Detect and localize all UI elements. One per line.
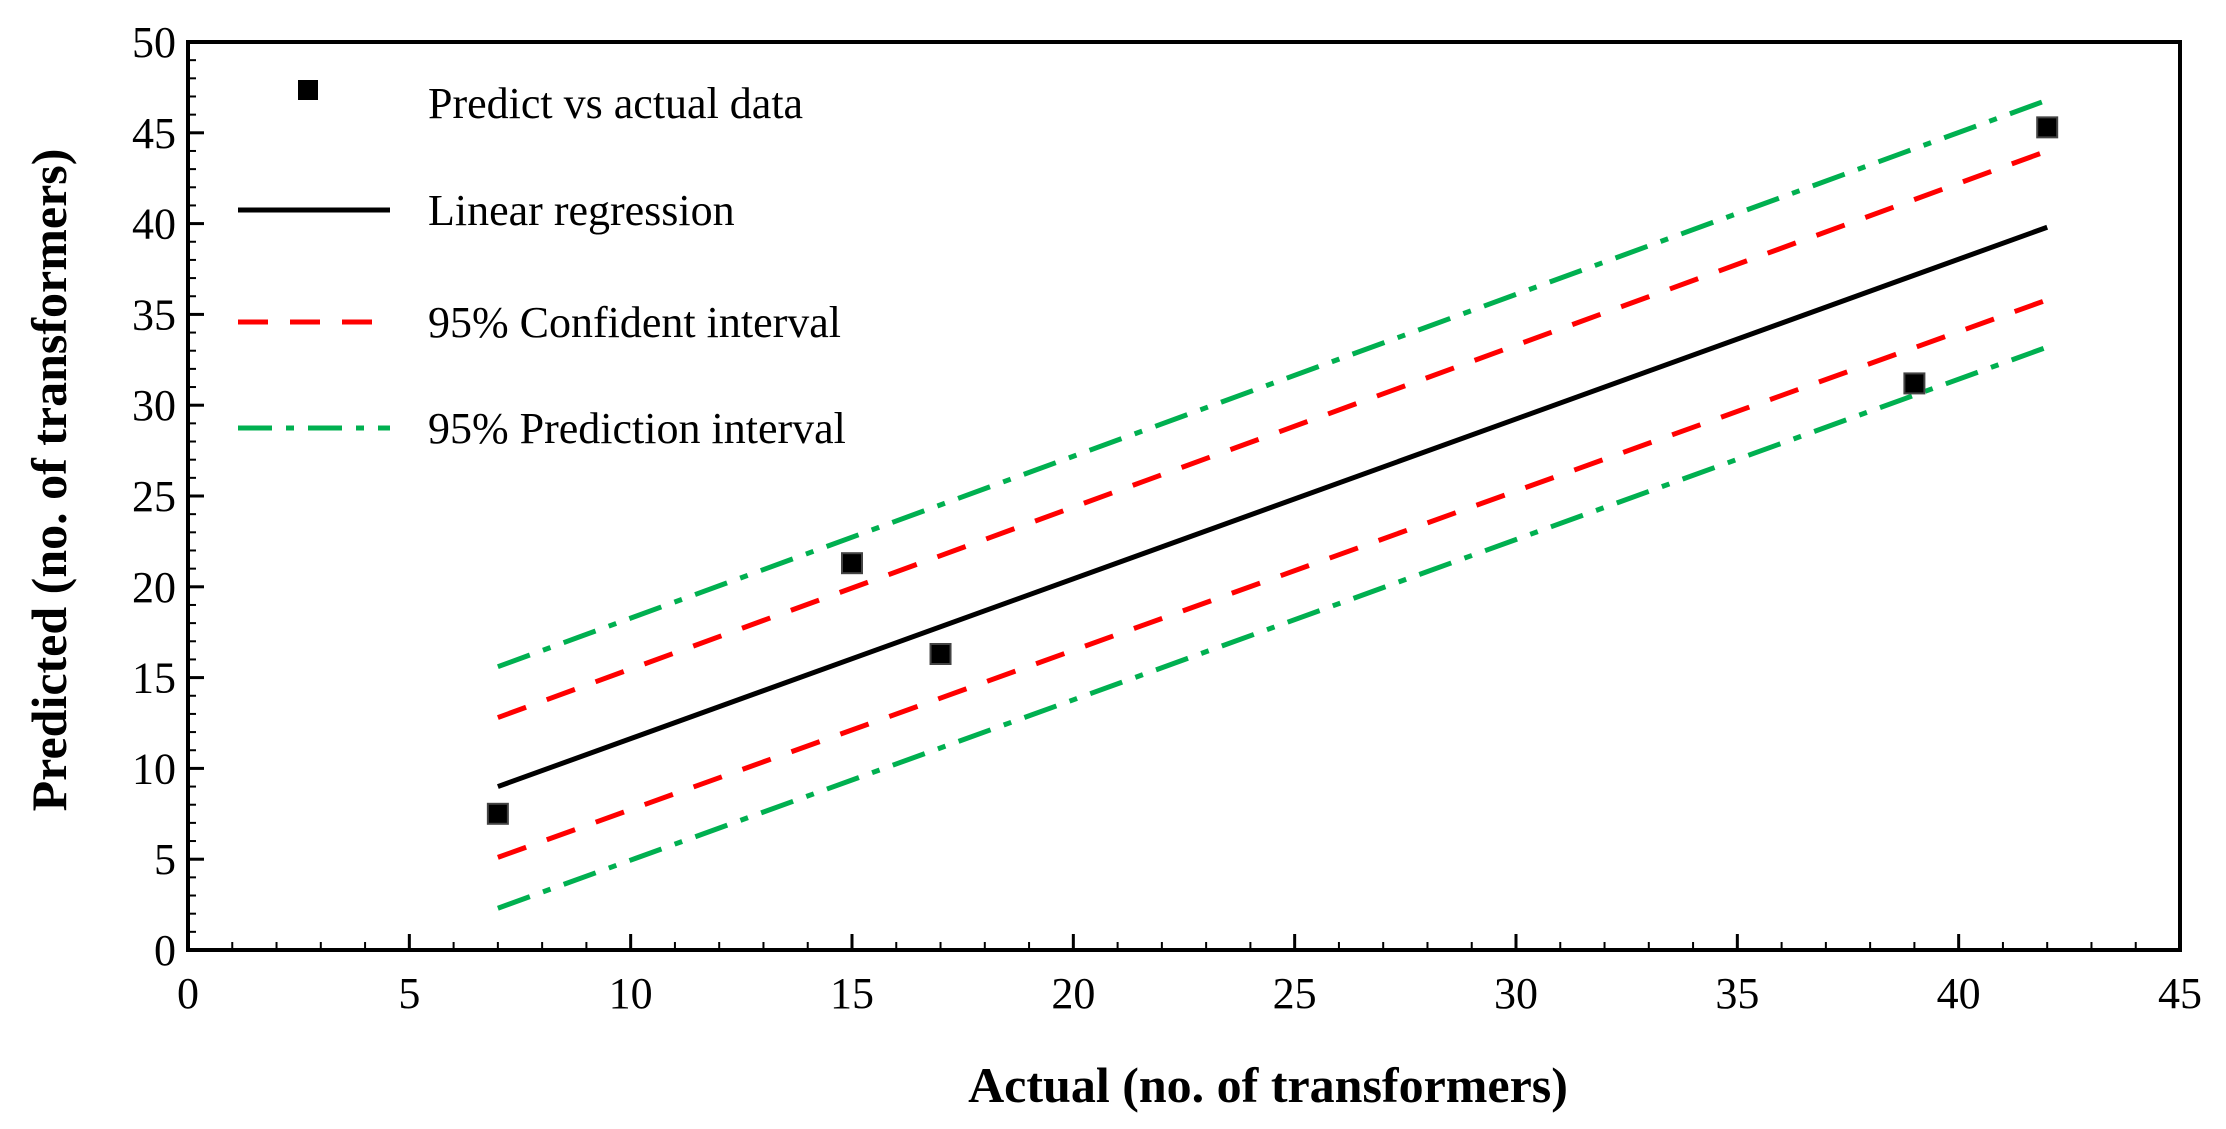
y-axis-title: Predicted (no. of transformers)	[21, 149, 77, 812]
y-tick-label: 25	[132, 472, 176, 521]
x-tick-label: 20	[1051, 969, 1095, 1018]
x-tick-label: 35	[1715, 969, 1759, 1018]
y-tick-label: 35	[132, 290, 176, 339]
confidence-interval-upper	[497, 148, 2049, 720]
y-tick-label: 10	[132, 744, 176, 793]
legend-label-3: 95% Prediction interval	[428, 404, 846, 453]
prediction-interval-upper	[497, 97, 2049, 670]
y-tick-label: 5	[154, 835, 176, 884]
y-tick-label: 0	[154, 926, 176, 975]
x-axis-title: Actual (no. of transformers)	[968, 1057, 1568, 1113]
prediction-interval-lower	[497, 344, 2049, 911]
y-tick-label: 30	[132, 381, 176, 430]
confidence-interval-lower	[497, 297, 2049, 860]
legend-label-1: Linear regression	[428, 186, 735, 235]
x-tick-label: 5	[398, 969, 420, 1018]
x-tick-label: 15	[830, 969, 874, 1018]
x-tick-label: 45	[2158, 969, 2202, 1018]
x-tick-label: 10	[609, 969, 653, 1018]
y-tick-label: 15	[132, 654, 176, 703]
data-point	[2036, 116, 2059, 139]
data-point	[486, 802, 509, 825]
x-tick-label: 30	[1494, 969, 1538, 1018]
legend-label-2: 95% Confident interval	[428, 298, 841, 347]
y-tick-label: 20	[132, 563, 176, 612]
x-tick-label: 40	[1937, 969, 1981, 1018]
regression-line	[497, 224, 2049, 789]
legend-label-points: Predict vs actual data	[428, 79, 803, 128]
plot-frame	[186, 40, 2182, 952]
x-tick-label: 0	[177, 969, 199, 1018]
x-tick-label: 25	[1273, 969, 1317, 1018]
y-tick-label: 40	[132, 200, 176, 249]
data-point	[1903, 372, 1926, 395]
legend-marker-points	[298, 80, 318, 100]
y-tick-label: 50	[132, 18, 176, 67]
y-tick-label: 45	[132, 109, 176, 158]
data-point	[841, 552, 863, 575]
data-point	[929, 642, 952, 665]
